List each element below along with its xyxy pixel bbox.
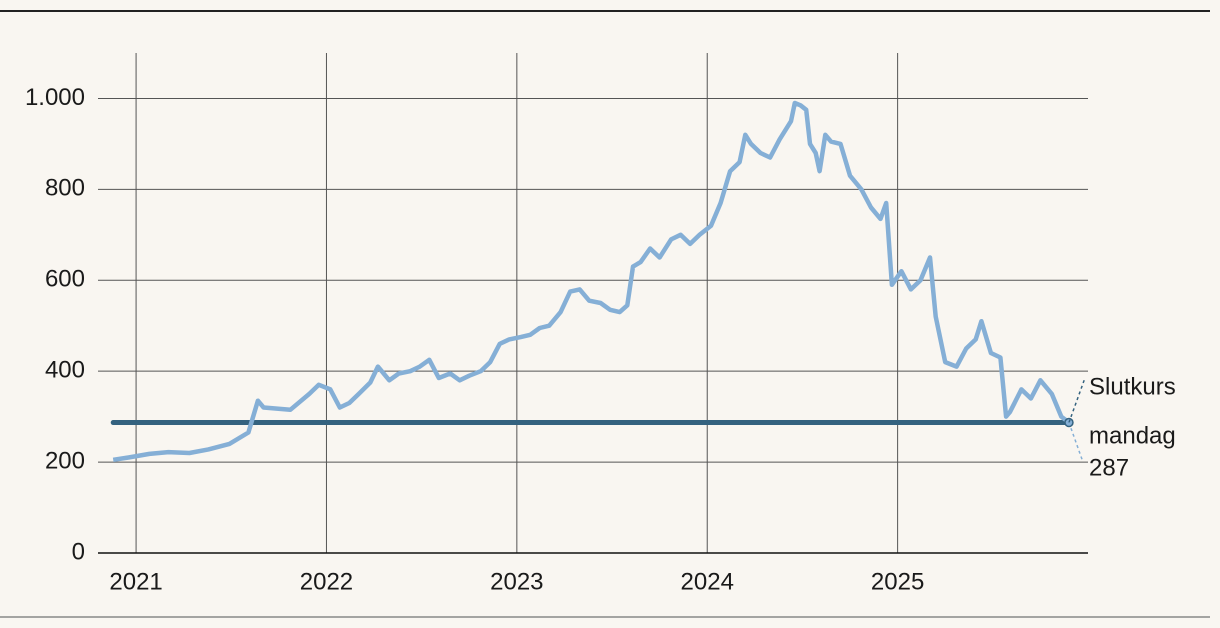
annotation: Slutkurs [1089,373,1176,400]
x-tick-label: 2023 [490,568,543,595]
y-tick-label: 400 [45,357,85,384]
annotation: mandag [1089,422,1176,449]
x-tick-label: 2021 [109,568,162,595]
y-tick-label: 0 [72,538,85,565]
leader-line [1068,422,1084,463]
y-tick-label: 1.000 [25,84,85,111]
annotation-value: 287 [1089,454,1129,481]
y-tick-label: 200 [45,447,85,474]
price-line [112,100,1071,463]
leader-line [1068,377,1086,423]
x-tick-label: 2025 [871,568,924,595]
x-tick-label: 2024 [681,568,734,595]
y-tick-label: 800 [45,175,85,202]
y-tick-label: 600 [45,266,85,293]
x-tick-label: 2022 [300,568,353,595]
